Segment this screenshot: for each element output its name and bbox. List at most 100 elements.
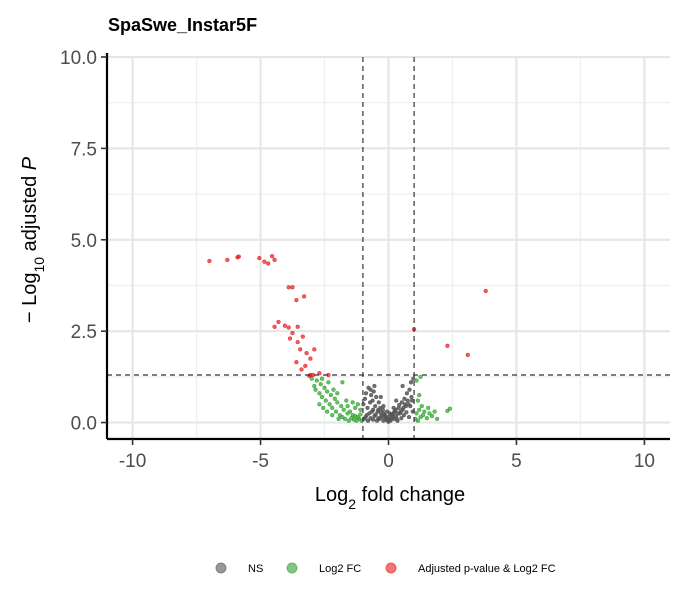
legend-key-series-1 xyxy=(286,562,298,574)
data-point-series-0 xyxy=(406,414,412,420)
y-axis-title-sub: 10 xyxy=(31,257,47,273)
x-tick-label: -10 xyxy=(119,451,146,472)
x-tick-label: -5 xyxy=(252,451,269,472)
data-point-series-1 xyxy=(322,385,327,390)
data-point-series-1 xyxy=(341,407,346,412)
data-point-series-0 xyxy=(400,383,405,389)
data-point-series-1 xyxy=(355,402,360,407)
data-point-series-1 xyxy=(350,400,355,405)
data-point-series-0 xyxy=(386,414,391,420)
data-point-series-0 xyxy=(365,418,371,423)
data-point-series-1 xyxy=(335,400,340,405)
data-point-series-1 xyxy=(314,378,319,383)
data-point-series-1 xyxy=(324,389,330,394)
data-point-series-0 xyxy=(394,398,399,403)
data-point-series-1 xyxy=(434,416,440,422)
data-point-series-1 xyxy=(318,382,323,387)
data-point-series-1 xyxy=(332,396,337,401)
data-point-series-2 xyxy=(272,257,277,263)
data-point-series-2 xyxy=(290,330,295,336)
y-tick-label: 5.0 xyxy=(71,231,97,252)
x-tick-label: 10 xyxy=(634,451,655,472)
data-point-series-0 xyxy=(399,400,404,405)
y-tick-label: 7.5 xyxy=(71,139,97,160)
data-point-series-0 xyxy=(381,403,386,409)
data-point-series-1 xyxy=(424,416,430,421)
data-point-series-1 xyxy=(312,383,317,389)
data-point-series-1 xyxy=(321,405,326,411)
data-point-series-0 xyxy=(368,392,374,398)
data-point-series-1 xyxy=(358,407,363,412)
data-point-series-2 xyxy=(286,285,291,290)
data-point-series-1 xyxy=(331,387,336,392)
x-axis-title: Log2 fold change xyxy=(315,484,465,512)
data-point-series-1 xyxy=(324,409,330,414)
data-point-series-1 xyxy=(333,409,339,414)
data-point-series-1 xyxy=(358,412,363,417)
data-point-series-1 xyxy=(445,408,450,414)
data-point-series-1 xyxy=(342,416,348,422)
data-point-series-1 xyxy=(339,403,344,409)
data-point-series-1 xyxy=(417,407,422,412)
data-point-series-1 xyxy=(422,409,427,414)
data-point-series-1 xyxy=(432,409,437,414)
data-point-series-2 xyxy=(290,285,295,290)
data-point-series-2 xyxy=(483,288,488,294)
data-point-series-0 xyxy=(362,396,368,401)
data-point-series-1 xyxy=(415,398,421,403)
data-point-series-0 xyxy=(390,414,396,419)
data-point-series-1 xyxy=(426,405,431,411)
data-point-series-0 xyxy=(376,416,381,421)
data-point-series-2 xyxy=(303,363,308,369)
data-point-series-0 xyxy=(370,407,376,412)
legend-key-series-2 xyxy=(385,562,397,574)
data-point-series-0 xyxy=(371,389,376,394)
data-point-series-0 xyxy=(404,391,410,396)
data-point-series-0 xyxy=(407,387,412,392)
data-point-series-0 xyxy=(409,394,414,400)
data-point-series-2 xyxy=(298,347,303,352)
data-point-series-2 xyxy=(272,324,277,329)
x-axis-title-rest: fold change xyxy=(356,484,465,506)
y-tick-labels: 0.0 2.5 5.0 7.5 10.0 xyxy=(60,48,97,435)
data-point-series-1 xyxy=(327,402,332,407)
data-point-series-1 xyxy=(313,387,318,392)
data-point-series-0 xyxy=(376,400,381,405)
data-point-series-2 xyxy=(308,356,313,361)
data-point-series-0 xyxy=(397,402,402,408)
data-point-series-0 xyxy=(402,396,407,401)
data-point-series-2 xyxy=(445,343,450,348)
data-point-series-1 xyxy=(429,413,435,419)
data-point-series-0 xyxy=(399,416,404,421)
data-point-series-0 xyxy=(408,380,414,385)
legend-label-series-1: Log2 FC xyxy=(319,563,361,575)
points-layer xyxy=(207,254,488,424)
data-point-series-1 xyxy=(344,398,349,403)
data-point-series-0 xyxy=(385,409,390,414)
legend: NS Log2 FC Adjusted p-value & Log2 FC xyxy=(215,562,556,575)
data-point-series-0 xyxy=(401,413,407,418)
data-point-series-2 xyxy=(282,323,288,328)
data-point-series-1 xyxy=(353,405,358,411)
data-point-series-0 xyxy=(378,394,383,400)
data-point-series-1 xyxy=(419,403,424,409)
data-point-series-1 xyxy=(346,418,351,423)
data-point-series-0 xyxy=(370,417,376,422)
data-point-series-0 xyxy=(404,410,409,415)
data-point-series-1 xyxy=(319,394,325,400)
data-point-series-2 xyxy=(294,297,299,303)
grid-major xyxy=(107,55,670,439)
y-axis-title-italic: P xyxy=(19,156,41,170)
data-point-series-1 xyxy=(415,418,421,423)
data-point-series-0 xyxy=(368,387,373,392)
data-point-series-1 xyxy=(326,380,331,385)
data-point-series-0 xyxy=(411,376,416,381)
data-point-series-2 xyxy=(300,334,305,339)
data-point-series-1 xyxy=(317,391,322,396)
data-point-series-2 xyxy=(312,347,317,352)
data-point-series-0 xyxy=(375,409,380,414)
legend-label-series-0: NS xyxy=(248,563,263,575)
y-tick-label: 0.0 xyxy=(71,414,97,435)
data-point-series-1 xyxy=(420,413,426,418)
